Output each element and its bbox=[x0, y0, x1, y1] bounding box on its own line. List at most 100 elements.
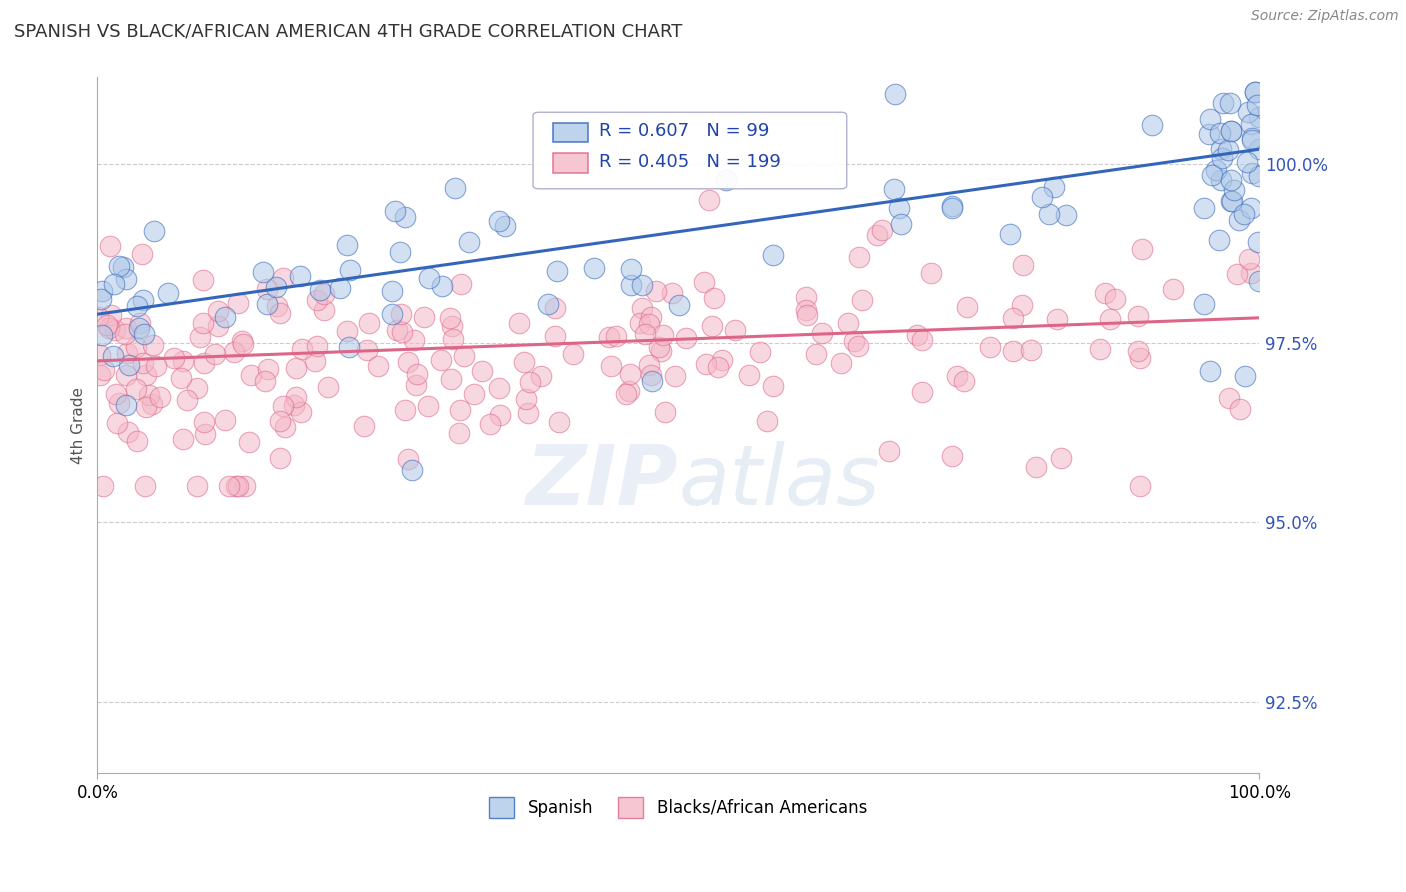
Point bbox=[288, 268, 311, 283]
Point bbox=[157, 286, 180, 301]
Point bbox=[329, 281, 352, 295]
Point bbox=[1104, 292, 1126, 306]
Point bbox=[640, 368, 662, 382]
Legend: Spanish, Blacks/African Americans: Spanish, Blacks/African Americans bbox=[482, 790, 873, 824]
Point bbox=[1244, 85, 1267, 99]
Point bbox=[357, 316, 380, 330]
Point bbox=[131, 247, 153, 261]
Point bbox=[449, 425, 471, 440]
Point bbox=[440, 372, 463, 386]
Point bbox=[135, 368, 157, 382]
Point bbox=[697, 193, 720, 207]
Point bbox=[104, 323, 127, 337]
Point bbox=[1209, 142, 1232, 156]
Point bbox=[1209, 172, 1232, 186]
Point bbox=[336, 324, 359, 338]
Point bbox=[285, 360, 308, 375]
Point bbox=[406, 367, 429, 381]
Point bbox=[650, 343, 672, 358]
Point bbox=[273, 271, 295, 285]
Point bbox=[269, 414, 291, 428]
Point bbox=[239, 368, 262, 383]
Text: atlas: atlas bbox=[678, 441, 880, 522]
Point bbox=[186, 479, 208, 493]
Point bbox=[1208, 233, 1230, 247]
Point bbox=[172, 353, 194, 368]
Point bbox=[1219, 123, 1241, 137]
Point bbox=[1240, 166, 1263, 180]
Point bbox=[619, 367, 641, 381]
Point bbox=[389, 307, 412, 321]
Text: R = 0.607   N = 99: R = 0.607 N = 99 bbox=[599, 122, 769, 140]
Point bbox=[651, 327, 673, 342]
Point bbox=[312, 303, 335, 318]
Point bbox=[108, 396, 131, 410]
Point bbox=[702, 291, 724, 305]
Point bbox=[252, 264, 274, 278]
Point bbox=[1233, 207, 1256, 221]
Text: Source: ZipAtlas.com: Source: ZipAtlas.com bbox=[1251, 9, 1399, 23]
Point bbox=[614, 386, 637, 401]
Point bbox=[1220, 173, 1243, 187]
Point bbox=[439, 310, 461, 325]
Point bbox=[339, 262, 361, 277]
Point bbox=[1126, 344, 1149, 359]
Point bbox=[207, 303, 229, 318]
Point bbox=[1219, 95, 1241, 110]
Point bbox=[142, 338, 165, 352]
Point bbox=[870, 222, 893, 236]
Point bbox=[488, 381, 510, 395]
Point bbox=[1054, 208, 1077, 222]
Point bbox=[441, 332, 464, 346]
Point bbox=[308, 283, 330, 297]
Point bbox=[172, 432, 194, 446]
Point bbox=[1094, 286, 1116, 301]
Point bbox=[134, 479, 156, 493]
Point bbox=[93, 363, 115, 377]
Point bbox=[1019, 343, 1042, 358]
Point bbox=[1229, 402, 1251, 417]
Point bbox=[620, 277, 643, 292]
Point bbox=[848, 250, 870, 264]
Point bbox=[1240, 133, 1263, 147]
Point bbox=[1233, 369, 1256, 384]
Point bbox=[755, 414, 778, 428]
Point bbox=[93, 479, 115, 493]
Point bbox=[222, 344, 245, 359]
Point bbox=[1194, 201, 1216, 215]
Point bbox=[105, 416, 128, 430]
Point bbox=[266, 299, 288, 313]
Point bbox=[1236, 155, 1258, 169]
Point bbox=[115, 271, 138, 285]
FancyBboxPatch shape bbox=[553, 123, 588, 142]
Point bbox=[1043, 180, 1066, 194]
Point bbox=[226, 295, 249, 310]
Point bbox=[256, 362, 278, 376]
Point bbox=[413, 310, 436, 325]
Point bbox=[810, 326, 832, 340]
Text: SPANISH VS BLACK/AFRICAN AMERICAN 4TH GRADE CORRELATION CHART: SPANISH VS BLACK/AFRICAN AMERICAN 4TH GR… bbox=[14, 22, 682, 40]
Point bbox=[1199, 364, 1222, 378]
Point bbox=[941, 198, 963, 212]
Point bbox=[716, 173, 738, 187]
Point bbox=[647, 340, 669, 354]
Point bbox=[1002, 310, 1025, 325]
Point bbox=[846, 339, 869, 353]
Point bbox=[664, 369, 686, 384]
Y-axis label: 4th Grade: 4th Grade bbox=[72, 387, 86, 464]
Point bbox=[443, 181, 465, 195]
Point bbox=[145, 359, 167, 373]
Point bbox=[1140, 118, 1163, 132]
Point bbox=[117, 358, 139, 372]
Point bbox=[1246, 97, 1268, 112]
Point bbox=[290, 404, 312, 418]
Point bbox=[124, 382, 146, 396]
Point bbox=[1090, 342, 1112, 356]
Point bbox=[391, 325, 413, 339]
Point bbox=[1225, 267, 1247, 281]
Point bbox=[582, 260, 605, 275]
Point bbox=[316, 380, 339, 394]
Point bbox=[388, 245, 411, 260]
Point bbox=[1098, 311, 1121, 326]
Point bbox=[598, 330, 620, 344]
